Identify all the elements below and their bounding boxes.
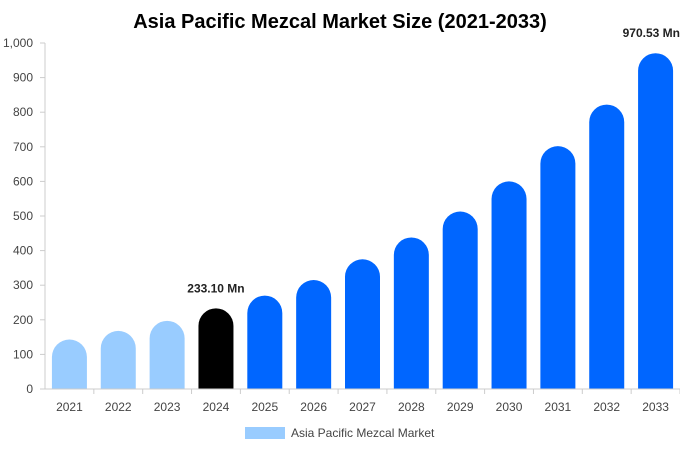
x-tick-label: 2024 <box>203 400 230 414</box>
bar-2029[interactable] <box>442 211 478 389</box>
bar-2026[interactable] <box>296 280 332 389</box>
bar-2027[interactable] <box>345 259 380 389</box>
y-tick-label: 800 <box>13 105 33 119</box>
bar-2032[interactable] <box>589 104 625 389</box>
y-tick-label: 1,000 <box>3 36 33 50</box>
bar-2028[interactable] <box>393 237 429 389</box>
y-tick-label: 100 <box>13 347 33 361</box>
y-tick-label: 600 <box>13 174 33 188</box>
x-tick-label: 2026 <box>300 400 327 414</box>
bar-2025[interactable] <box>247 295 283 389</box>
legend[interactable]: Asia Pacific Mezcal Market <box>245 426 435 440</box>
data-label-2033: 970.53 Mn <box>623 26 680 40</box>
y-tick-label: 700 <box>13 140 33 154</box>
bar-2031[interactable] <box>540 146 576 389</box>
y-tick-label: 300 <box>13 278 33 292</box>
x-tick-label: 2025 <box>251 400 278 414</box>
legend-label: Asia Pacific Mezcal Market <box>291 426 435 440</box>
y-tick-label: 500 <box>13 209 33 223</box>
x-tick-label: 2028 <box>398 400 425 414</box>
x-axis: 2021 2022 2023 2024 2025 2026 2027 2028 2029 2030… <box>45 388 680 414</box>
bars-group <box>51 53 674 389</box>
x-tick-label: 2022 <box>105 400 132 414</box>
legend-swatch <box>245 427 285 439</box>
y-tick-label: 900 <box>13 71 33 85</box>
x-tick-label: 2027 <box>349 400 376 414</box>
bar-2030[interactable] <box>491 181 527 389</box>
x-tick-label: 2031 <box>545 400 572 414</box>
data-label-2024: 233.10 Mn <box>187 281 244 295</box>
y-axis: 0 100 200 300 400 500 600 700 800 900 1,000 <box>3 36 46 396</box>
x-tick-label: 2029 <box>447 400 474 414</box>
y-tick-label: 400 <box>13 244 33 258</box>
x-tick-label: 2033 <box>642 400 669 414</box>
bar-2022[interactable] <box>100 330 136 389</box>
x-tick-label: 2021 <box>56 400 83 414</box>
bar-2024[interactable] <box>198 308 234 389</box>
x-tick-label: 2032 <box>593 400 620 414</box>
x-tick-label: 2030 <box>496 400 523 414</box>
x-tick-label: 2023 <box>154 400 181 414</box>
bar-2033[interactable] <box>638 53 674 389</box>
y-tick-label: 200 <box>13 313 33 327</box>
y-tick-label: 0 <box>26 382 33 396</box>
bar-2021[interactable] <box>51 339 87 389</box>
chart-title: Asia Pacific Mezcal Market Size (2021-20… <box>133 11 547 33</box>
data-labels-group: 233.10 Mn 970.53 Mn <box>187 26 680 295</box>
bar-2023[interactable] <box>149 320 185 389</box>
